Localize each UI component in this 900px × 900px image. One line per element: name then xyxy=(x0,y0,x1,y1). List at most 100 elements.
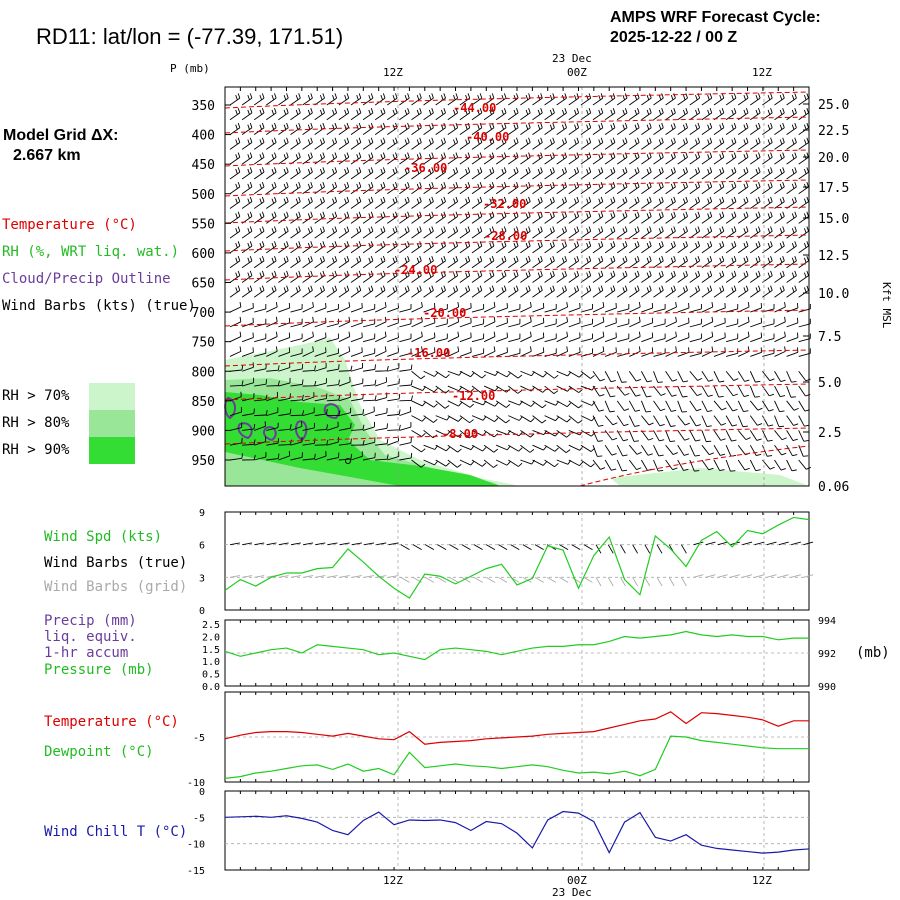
wind-barb xyxy=(640,400,647,413)
wind-barb xyxy=(629,230,640,239)
wind-barb xyxy=(350,413,363,417)
wind-barb-flag xyxy=(743,287,746,293)
cloud-outline xyxy=(263,426,277,442)
wind-barb-flag xyxy=(731,213,734,219)
wind-barb-flag xyxy=(501,168,504,174)
wind-barb xyxy=(459,322,472,328)
wind-barb xyxy=(544,290,555,298)
wind-barb xyxy=(495,156,507,165)
wind-barb-flag xyxy=(598,228,601,234)
wind-barb-flag xyxy=(769,393,775,397)
wind-barb-flag xyxy=(249,167,253,173)
wind-barb xyxy=(350,382,363,387)
wind-barb-flag xyxy=(356,183,359,189)
wind-barb xyxy=(737,156,749,165)
wind-barb xyxy=(713,430,722,441)
wind-barb-flag xyxy=(561,242,565,248)
wind-barb-flag xyxy=(465,257,468,263)
wind-barb xyxy=(302,306,314,313)
wind-barb-flag xyxy=(368,183,371,189)
wind-speed-tick-label: 6 xyxy=(199,541,205,552)
wind-barb-flag xyxy=(806,152,809,158)
wind-barb-flag xyxy=(600,255,604,261)
wind-barb-flag xyxy=(637,285,640,291)
wind-barb-flag xyxy=(283,94,287,100)
top-tick-label: 00Z xyxy=(567,66,587,79)
wind-barb-flag xyxy=(561,168,565,174)
wind-barb-flag xyxy=(249,226,253,232)
wind-barb xyxy=(750,156,761,165)
wind-barb xyxy=(689,127,700,135)
wind-barb-flag xyxy=(249,122,253,128)
wind-barb xyxy=(399,156,410,165)
wind-barb xyxy=(665,385,673,397)
wind-chill-frame xyxy=(224,790,810,871)
wind-barb-flag xyxy=(322,108,325,114)
dewpoint-line xyxy=(224,735,809,779)
wind-barb-flag xyxy=(537,272,541,278)
wind-barb-flag xyxy=(235,213,238,219)
wind-barb-flag xyxy=(670,94,674,100)
wind-barb xyxy=(568,201,579,209)
wind-barb xyxy=(737,459,746,471)
wind-barb xyxy=(689,415,697,427)
wind-barb-flag xyxy=(779,124,783,130)
wind-barb-flag xyxy=(561,213,565,219)
wind-barb xyxy=(616,290,628,298)
wind-barb-flag xyxy=(540,152,543,158)
wind-barb-true xyxy=(742,541,753,546)
wind-barb xyxy=(399,275,410,283)
wind-barb xyxy=(677,290,688,298)
wind-barb xyxy=(229,290,241,298)
legend-precip-liq: liq. equiv. xyxy=(44,629,137,645)
wind-barb-flag xyxy=(283,139,287,145)
wind-barb xyxy=(786,97,797,106)
wind-chill-tick-label: -5 xyxy=(193,813,205,824)
wind-barb-grid xyxy=(449,576,459,583)
wind-barb-flag xyxy=(794,122,797,128)
wind-barb-flag xyxy=(501,213,504,219)
wind-barb-flag xyxy=(310,211,313,217)
wind-barb xyxy=(592,186,604,195)
wind-barb-flag xyxy=(453,272,456,278)
wind-barb-flag xyxy=(410,379,413,386)
wind-barb xyxy=(665,97,676,106)
wind-barb xyxy=(338,370,351,372)
rh-shading-area xyxy=(610,468,809,486)
wind-barb-flag xyxy=(695,94,698,100)
wind-barb-flag xyxy=(720,453,726,456)
wind-barb-grid xyxy=(388,575,399,578)
wind-barb xyxy=(411,201,422,209)
wind-barb-flag xyxy=(588,152,592,158)
wind-barb xyxy=(302,260,313,269)
wind-barb xyxy=(447,336,459,343)
wind-barb-flag xyxy=(322,255,325,261)
wind-barb-flag xyxy=(542,404,547,409)
wind-barb xyxy=(544,112,555,121)
wind-barb-flag xyxy=(516,122,519,128)
wind-barb xyxy=(447,400,459,407)
wind-barb xyxy=(302,275,313,283)
wind-barb xyxy=(447,171,458,180)
wind-barb-flag xyxy=(767,94,771,100)
wind-barb-true xyxy=(254,542,265,546)
wind-barb xyxy=(653,385,662,396)
wind-barb-flag xyxy=(346,241,350,247)
wind-barb xyxy=(411,186,422,195)
wind-barb xyxy=(423,142,434,150)
wind-barb-flag xyxy=(356,94,359,100)
wind-barb xyxy=(786,322,799,328)
wind-barb-flag xyxy=(610,395,616,398)
wind-barb-flag xyxy=(348,346,351,352)
wind-barb-flag xyxy=(755,380,761,383)
wind-barb-flag xyxy=(445,446,451,452)
wind-barb-flag xyxy=(407,152,410,158)
wind-barb-flag xyxy=(743,272,746,278)
wind-barb-flag xyxy=(416,109,420,115)
wind-barb xyxy=(580,430,592,437)
wind-barb xyxy=(568,290,579,298)
wind-barb xyxy=(580,97,591,106)
wind-barb xyxy=(774,127,785,135)
wind-barb-flag xyxy=(733,182,737,188)
wind-barb-flag xyxy=(622,469,628,472)
